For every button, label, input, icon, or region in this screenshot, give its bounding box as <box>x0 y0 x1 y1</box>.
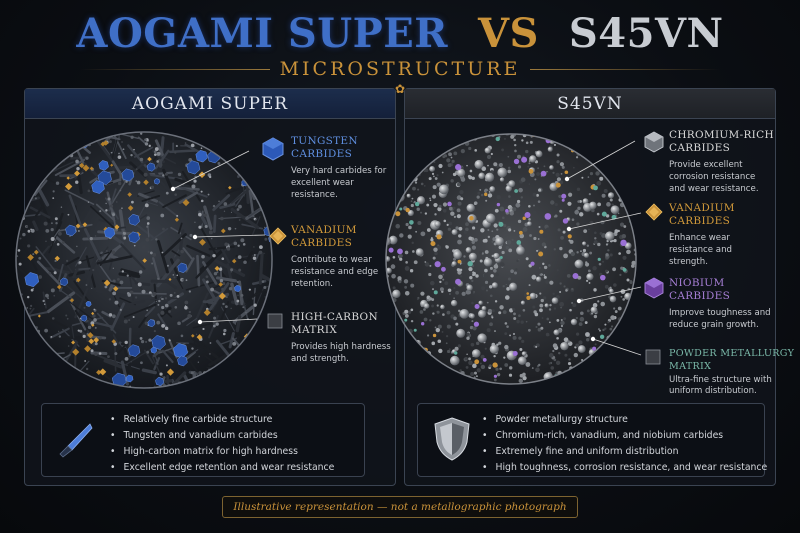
blue-hexagon-icon <box>261 137 285 165</box>
vanadium-callout-left: VANADIUM CARBIDES Contribute to wear resi… <box>291 224 391 290</box>
title-aogami: AOGAMI SUPER <box>76 10 448 57</box>
gray-square-icon <box>267 313 283 333</box>
pm-matrix-callout-title: POWDER METALLURGY MATRIX <box>669 348 795 372</box>
matrix-callout-left-title: HIGH-CARBON MATRIX <box>291 311 378 336</box>
vanadium-callout-right-title: VANADIUM CARBIDES <box>669 202 735 227</box>
shield-icon <box>432 416 472 466</box>
list-item: Tungsten and vanadium carbides <box>110 428 334 444</box>
s45vn-panel-heading: S45VN <box>405 89 775 119</box>
list-item: Chromium-rich, vanadium, and niobium car… <box>482 428 767 444</box>
list-item: High toughness, corrosion resistance, an… <box>482 460 767 476</box>
silver-hexagon-icon <box>643 131 665 157</box>
subtitle-divider-left <box>80 69 270 70</box>
chromium-callout-title: CHROMIUM-RICH CARBIDES <box>669 129 774 154</box>
s45vn-bullet-list: Powder metallurgy structure Chromium-ric… <box>482 412 767 476</box>
list-item: Relatively fine carbide structure <box>110 412 334 428</box>
gold-diamond-icon <box>269 227 287 249</box>
aogami-panel: AOGAMI SUPER TUNGSTEN CARBIDES Very hard … <box>15 88 396 486</box>
aogami-microstructure-image <box>13 129 275 391</box>
s45vn-summary-box: Powder metallurgy structure Chromium-ric… <box>417 403 767 477</box>
niobium-callout: NIOBIUM CARBIDES Improve toughness and re… <box>669 277 773 331</box>
purple-hexagon-icon <box>643 277 665 303</box>
vanadium-callout-left-desc: Contribute to wear resistance and edge r… <box>291 255 379 289</box>
tungsten-callout: TUNGSTEN CARBIDES Very hard carbides for … <box>291 135 391 201</box>
gold-diamond-icon <box>645 203 663 225</box>
page-title: AOGAMI SUPER VS S45VN <box>0 10 800 60</box>
subtitle: MICROSTRUCTURE <box>279 58 521 80</box>
title-vs: VS <box>478 10 539 57</box>
list-item: Excellent edge retention and wear resist… <box>110 460 334 476</box>
matrix-callout-left-desc: Provides high hardness and strength. <box>291 342 391 364</box>
list-item: Extremely fine and uniform distribution <box>482 444 767 460</box>
niobium-callout-desc: Improve toughness and reduce grain growt… <box>669 308 771 330</box>
subtitle-divider-right <box>530 69 720 70</box>
niobium-callout-title: NIOBIUM CARBIDES <box>669 277 731 302</box>
pm-matrix-callout: POWDER METALLURGY MATRIX Ultra-fine struc… <box>669 347 795 397</box>
matrix-callout-left: HIGH-CARBON MATRIX Provides high hardness… <box>291 311 391 365</box>
vanadium-callout-right: VANADIUM CARBIDES Enhance wear resistance… <box>669 202 773 268</box>
gray-square-icon <box>645 349 661 369</box>
chromium-callout-desc: Provide excellent corrosion resistance a… <box>669 160 759 194</box>
pm-matrix-callout-desc: Ultra-fine structure with uniform distri… <box>669 375 772 396</box>
list-item: High-carbon matrix for high hardness <box>110 444 334 460</box>
s45vn-panel: S45VN CHROMIUM-RICH CARBIDES Provide exce… <box>385 88 795 486</box>
subtitle-row: MICROSTRUCTURE <box>0 58 800 82</box>
disclaimer-note: Illustrative representation — not a meta… <box>222 496 578 518</box>
aogami-bullet-list: Relatively fine carbide structure Tungst… <box>110 412 334 476</box>
title-s45vn: S45VN <box>568 10 724 57</box>
vanadium-callout-right-desc: Enhance wear resistance and strength. <box>669 233 732 267</box>
vanadium-callout-left-title: VANADIUM CARBIDES <box>291 224 357 249</box>
chromium-callout: CHROMIUM-RICH CARBIDES Provide excellent … <box>669 129 774 195</box>
tungsten-callout-title: TUNGSTEN CARBIDES <box>291 135 358 160</box>
flourish-icon: ✿ <box>394 82 406 96</box>
tungsten-callout-desc: Very hard carbides for excellent wear re… <box>291 166 387 200</box>
knife-icon <box>54 420 94 464</box>
s45vn-microstructure-image <box>383 131 639 387</box>
list-item: Powder metallurgy structure <box>482 412 767 428</box>
aogami-summary-box: Relatively fine carbide structure Tungst… <box>41 403 365 477</box>
aogami-panel-heading: AOGAMI SUPER <box>25 89 395 119</box>
